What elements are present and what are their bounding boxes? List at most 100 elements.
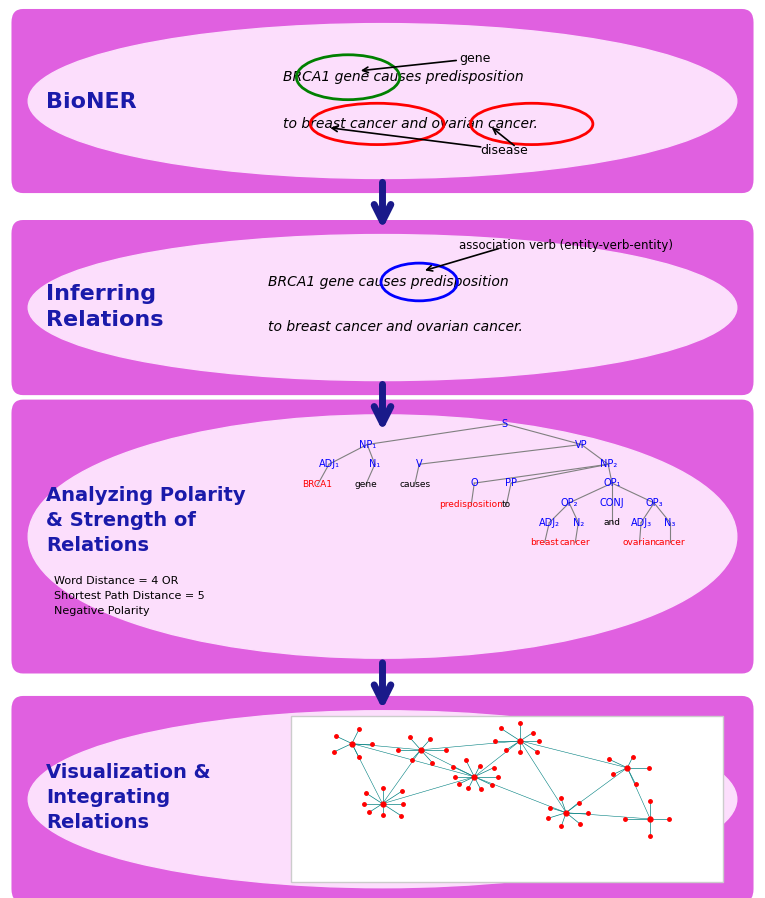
Ellipse shape: [234, 277, 531, 339]
Text: and: and: [604, 518, 620, 527]
Ellipse shape: [207, 755, 558, 843]
Text: causes: causes: [399, 480, 430, 489]
Ellipse shape: [302, 779, 463, 819]
Ellipse shape: [54, 424, 711, 649]
Ellipse shape: [265, 497, 500, 577]
Ellipse shape: [181, 266, 584, 349]
Ellipse shape: [218, 65, 547, 137]
Ellipse shape: [112, 732, 653, 867]
Ellipse shape: [282, 79, 483, 123]
Ellipse shape: [218, 480, 547, 593]
Ellipse shape: [297, 778, 468, 821]
Text: to: to: [502, 500, 511, 509]
Ellipse shape: [260, 282, 505, 333]
Ellipse shape: [112, 444, 653, 629]
Ellipse shape: [123, 447, 642, 626]
Ellipse shape: [92, 436, 673, 637]
Ellipse shape: [49, 716, 716, 883]
Ellipse shape: [34, 235, 731, 380]
Ellipse shape: [129, 255, 636, 360]
Ellipse shape: [308, 292, 457, 323]
Ellipse shape: [308, 780, 457, 818]
Ellipse shape: [192, 59, 573, 143]
Ellipse shape: [234, 486, 531, 587]
Text: gene: gene: [459, 52, 490, 65]
Ellipse shape: [155, 743, 610, 856]
Ellipse shape: [86, 435, 679, 638]
Ellipse shape: [202, 754, 563, 844]
Ellipse shape: [81, 724, 684, 875]
Ellipse shape: [297, 507, 468, 566]
Ellipse shape: [297, 290, 468, 325]
Ellipse shape: [207, 477, 558, 596]
Ellipse shape: [287, 80, 478, 122]
Ellipse shape: [86, 36, 679, 166]
Ellipse shape: [60, 426, 705, 647]
Ellipse shape: [171, 264, 594, 351]
Ellipse shape: [171, 55, 594, 147]
Text: PP: PP: [505, 478, 517, 489]
Ellipse shape: [139, 258, 626, 357]
Ellipse shape: [160, 52, 605, 150]
Ellipse shape: [149, 456, 616, 617]
Ellipse shape: [102, 250, 663, 365]
Text: CONJ: CONJ: [600, 497, 624, 508]
Ellipse shape: [276, 500, 489, 573]
Ellipse shape: [97, 728, 668, 870]
Ellipse shape: [318, 295, 447, 321]
Ellipse shape: [202, 62, 563, 140]
Ellipse shape: [149, 741, 616, 858]
Ellipse shape: [39, 418, 726, 655]
Text: O: O: [470, 478, 478, 489]
Ellipse shape: [54, 718, 711, 881]
Ellipse shape: [60, 31, 705, 172]
Ellipse shape: [187, 268, 578, 348]
Ellipse shape: [302, 291, 463, 324]
Ellipse shape: [271, 771, 494, 827]
Ellipse shape: [181, 749, 584, 850]
Ellipse shape: [76, 244, 689, 371]
FancyBboxPatch shape: [11, 220, 754, 395]
FancyBboxPatch shape: [11, 400, 754, 674]
Ellipse shape: [276, 286, 489, 330]
Ellipse shape: [70, 721, 695, 877]
Ellipse shape: [207, 271, 558, 344]
Text: N₃: N₃: [665, 517, 675, 528]
Ellipse shape: [134, 256, 631, 359]
Ellipse shape: [181, 467, 584, 606]
Ellipse shape: [44, 715, 721, 884]
Ellipse shape: [97, 39, 668, 163]
Ellipse shape: [145, 49, 620, 153]
Ellipse shape: [308, 511, 457, 562]
Ellipse shape: [171, 746, 594, 852]
Ellipse shape: [123, 44, 642, 158]
Ellipse shape: [313, 782, 452, 816]
Ellipse shape: [302, 509, 463, 564]
Ellipse shape: [49, 239, 716, 376]
Text: predisposition: predisposition: [439, 500, 503, 509]
Ellipse shape: [318, 87, 447, 115]
Text: Inferring
Relations: Inferring Relations: [46, 284, 164, 330]
Ellipse shape: [49, 422, 716, 651]
Ellipse shape: [197, 473, 568, 600]
Ellipse shape: [265, 770, 500, 829]
Ellipse shape: [329, 518, 436, 555]
Text: OP₁: OP₁: [604, 478, 620, 489]
Ellipse shape: [107, 730, 658, 868]
Ellipse shape: [76, 723, 689, 876]
Ellipse shape: [34, 25, 731, 177]
Ellipse shape: [229, 761, 536, 838]
FancyBboxPatch shape: [291, 716, 723, 882]
Ellipse shape: [155, 260, 610, 355]
Ellipse shape: [187, 470, 578, 603]
Ellipse shape: [265, 75, 500, 127]
Ellipse shape: [118, 733, 647, 866]
Ellipse shape: [112, 42, 653, 160]
Ellipse shape: [65, 242, 700, 373]
Ellipse shape: [176, 56, 589, 146]
Ellipse shape: [292, 81, 473, 121]
Ellipse shape: [129, 46, 636, 156]
Ellipse shape: [107, 442, 658, 631]
Ellipse shape: [70, 33, 695, 169]
Ellipse shape: [81, 245, 684, 370]
